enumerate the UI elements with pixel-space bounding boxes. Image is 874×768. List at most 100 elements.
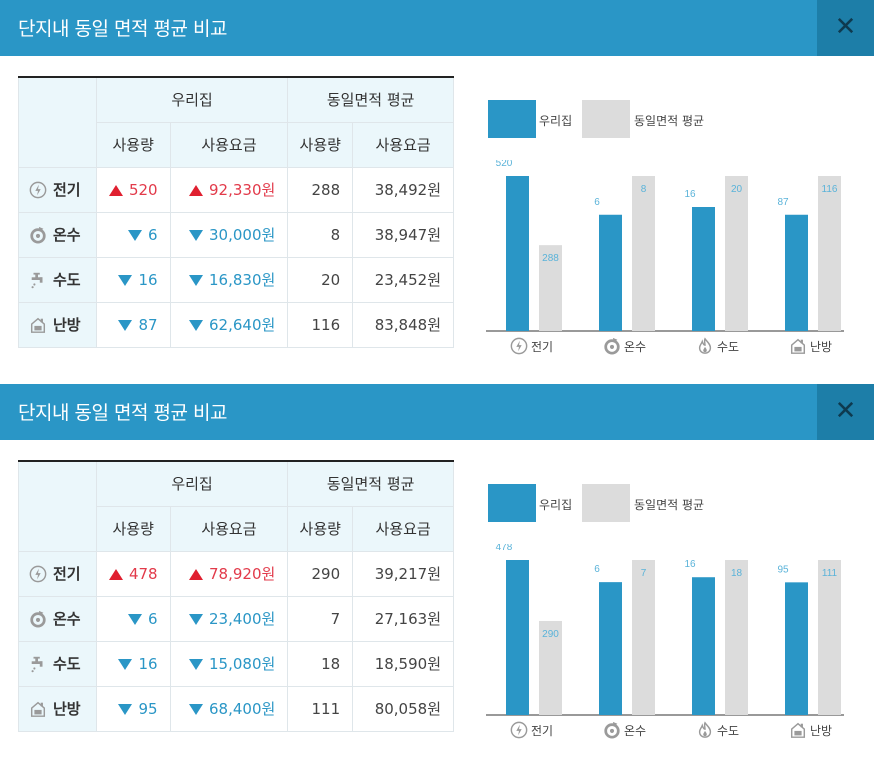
avg-fee-cell: 39,217원	[352, 550, 454, 597]
ours-usage-value: 6	[148, 225, 158, 244]
ours-usage-value: 520	[128, 180, 158, 199]
avg-usage-cell: 7	[287, 595, 354, 642]
header-ours: 우리집	[95, 76, 289, 123]
x-tick-label: 전기	[531, 340, 553, 354]
ours-fee-value: 92,330원	[209, 181, 276, 199]
comparison-table: 우리집 동일면적 평균 사용량 사용요금 사용량 사용요금 전기 478 78,92…	[18, 460, 454, 732]
panel-title: 단지내 동일 면적 평균 비교	[18, 402, 227, 424]
ours-usage-cell: 6	[95, 211, 171, 258]
bar-ours[interactable]	[599, 214, 622, 331]
ours-fee-cell: 78,920원	[169, 550, 289, 597]
bar-ours[interactable]	[785, 582, 808, 715]
ours-fee-cell: 62,640원	[169, 301, 289, 348]
electric-icon	[510, 337, 528, 355]
avg-fee-cell: 23,452원	[352, 256, 454, 303]
ours-fee-value: 62,640원	[209, 316, 276, 334]
row-category: 온수	[18, 211, 97, 258]
ours-usage-value: 87	[138, 315, 158, 334]
header-avg-usage: 사용량	[287, 505, 354, 552]
bar-ours[interactable]	[506, 176, 529, 331]
data-label-ours: 87	[777, 197, 789, 208]
row-category: 전기	[18, 166, 97, 213]
header-ours-usage: 사용량	[95, 121, 171, 168]
legend-label-average: 동일면적 평균	[634, 498, 705, 512]
data-label-ours: 478	[496, 544, 513, 553]
usage-bar-chart: 478 290 전기 6 7 온수 16 18 수도 95 111 난방	[486, 544, 844, 739]
legend-swatch-average	[582, 100, 630, 138]
header-average: 동일면적 평균	[287, 460, 454, 507]
avg-usage-cell: 290	[287, 550, 354, 597]
bar-average[interactable]	[539, 245, 562, 331]
bar-average[interactable]	[725, 560, 748, 715]
increase-arrow-icon	[189, 569, 203, 580]
data-label-average: 111	[822, 568, 838, 579]
close-button[interactable]: ✕	[817, 0, 874, 56]
table-row: 온수 6 23,400원 7 27,163원	[18, 595, 454, 642]
ours-usage-cell: 16	[95, 256, 171, 303]
row-category-label: 난방	[53, 316, 81, 334]
header-ours: 우리집	[95, 460, 289, 507]
increase-arrow-icon	[108, 568, 123, 580]
bar-ours[interactable]	[692, 577, 715, 715]
ours-fee-value: 30,000원	[209, 226, 276, 244]
avg-usage-cell: 20	[287, 256, 354, 303]
table-row: 난방 87 62,640원 116 83,848원	[18, 301, 454, 348]
data-label-average: 288	[542, 253, 559, 264]
electric-icon	[510, 721, 528, 739]
row-category-label: 전기	[53, 565, 81, 583]
data-label-average: 8	[641, 184, 647, 195]
legend-label-ours: 우리집	[539, 498, 573, 512]
decrease-arrow-icon	[118, 703, 133, 715]
ours-fee-cell: 92,330원	[169, 166, 289, 213]
data-label-ours: 16	[684, 189, 696, 200]
data-label-ours: 95	[777, 564, 789, 575]
x-tick-label: 난방	[810, 724, 832, 738]
ours-usage-value: 478	[128, 564, 158, 583]
close-button[interactable]: ✕	[817, 384, 874, 440]
row-category: 난방	[18, 301, 97, 348]
bar-ours[interactable]	[692, 207, 715, 331]
table-row: 온수 6 30,000원 8 38,947원	[18, 211, 454, 258]
data-label-ours: 520	[496, 160, 513, 169]
row-category: 난방	[18, 685, 97, 732]
bar-ours[interactable]	[506, 560, 529, 715]
avg-usage-cell: 111	[287, 685, 354, 732]
decrease-arrow-icon	[118, 319, 133, 331]
avg-usage-cell: 116	[287, 301, 354, 348]
heating-icon	[790, 722, 806, 738]
hot-water-icon	[30, 610, 46, 628]
bar-ours[interactable]	[599, 582, 622, 715]
decrease-arrow-icon	[189, 659, 203, 670]
ours-usage-value: 16	[138, 654, 158, 673]
bar-average[interactable]	[725, 176, 748, 331]
row-category: 수도	[18, 256, 97, 303]
row-category-label: 난방	[53, 700, 81, 718]
row-category-label: 온수	[53, 610, 81, 628]
table-corner	[18, 460, 97, 552]
x-tick-label: 온수	[624, 724, 646, 738]
ours-usage-value: 95	[138, 699, 158, 718]
comparison-table: 우리집 동일면적 평균 사용량 사용요금 사용량 사용요금 전기 520 92,33…	[18, 76, 454, 348]
data-label-average: 18	[731, 568, 743, 579]
hot-water-icon	[30, 226, 46, 244]
bar-average[interactable]	[632, 176, 655, 331]
panel-title: 단지내 동일 면적 평균 비교	[18, 18, 227, 40]
decrease-arrow-icon	[189, 230, 203, 241]
heating-icon	[30, 317, 46, 333]
heating-icon	[30, 701, 46, 717]
bar-average[interactable]	[818, 176, 841, 331]
bar-ours[interactable]	[785, 214, 808, 331]
data-label-ours: 6	[594, 564, 600, 575]
water-tap-icon	[31, 656, 43, 673]
avg-fee-cell: 80,058원	[352, 685, 454, 732]
bar-average[interactable]	[818, 560, 841, 715]
header-avg-usage: 사용량	[287, 121, 354, 168]
data-label-average: 7	[641, 568, 647, 579]
bar-average[interactable]	[539, 620, 562, 715]
avg-usage-cell: 8	[287, 211, 354, 258]
legend-swatch-ours	[488, 100, 536, 138]
bar-average[interactable]	[632, 560, 655, 715]
ours-fee-value: 23,400원	[209, 610, 276, 628]
decrease-arrow-icon	[128, 229, 143, 241]
row-category-label: 수도	[53, 655, 81, 673]
